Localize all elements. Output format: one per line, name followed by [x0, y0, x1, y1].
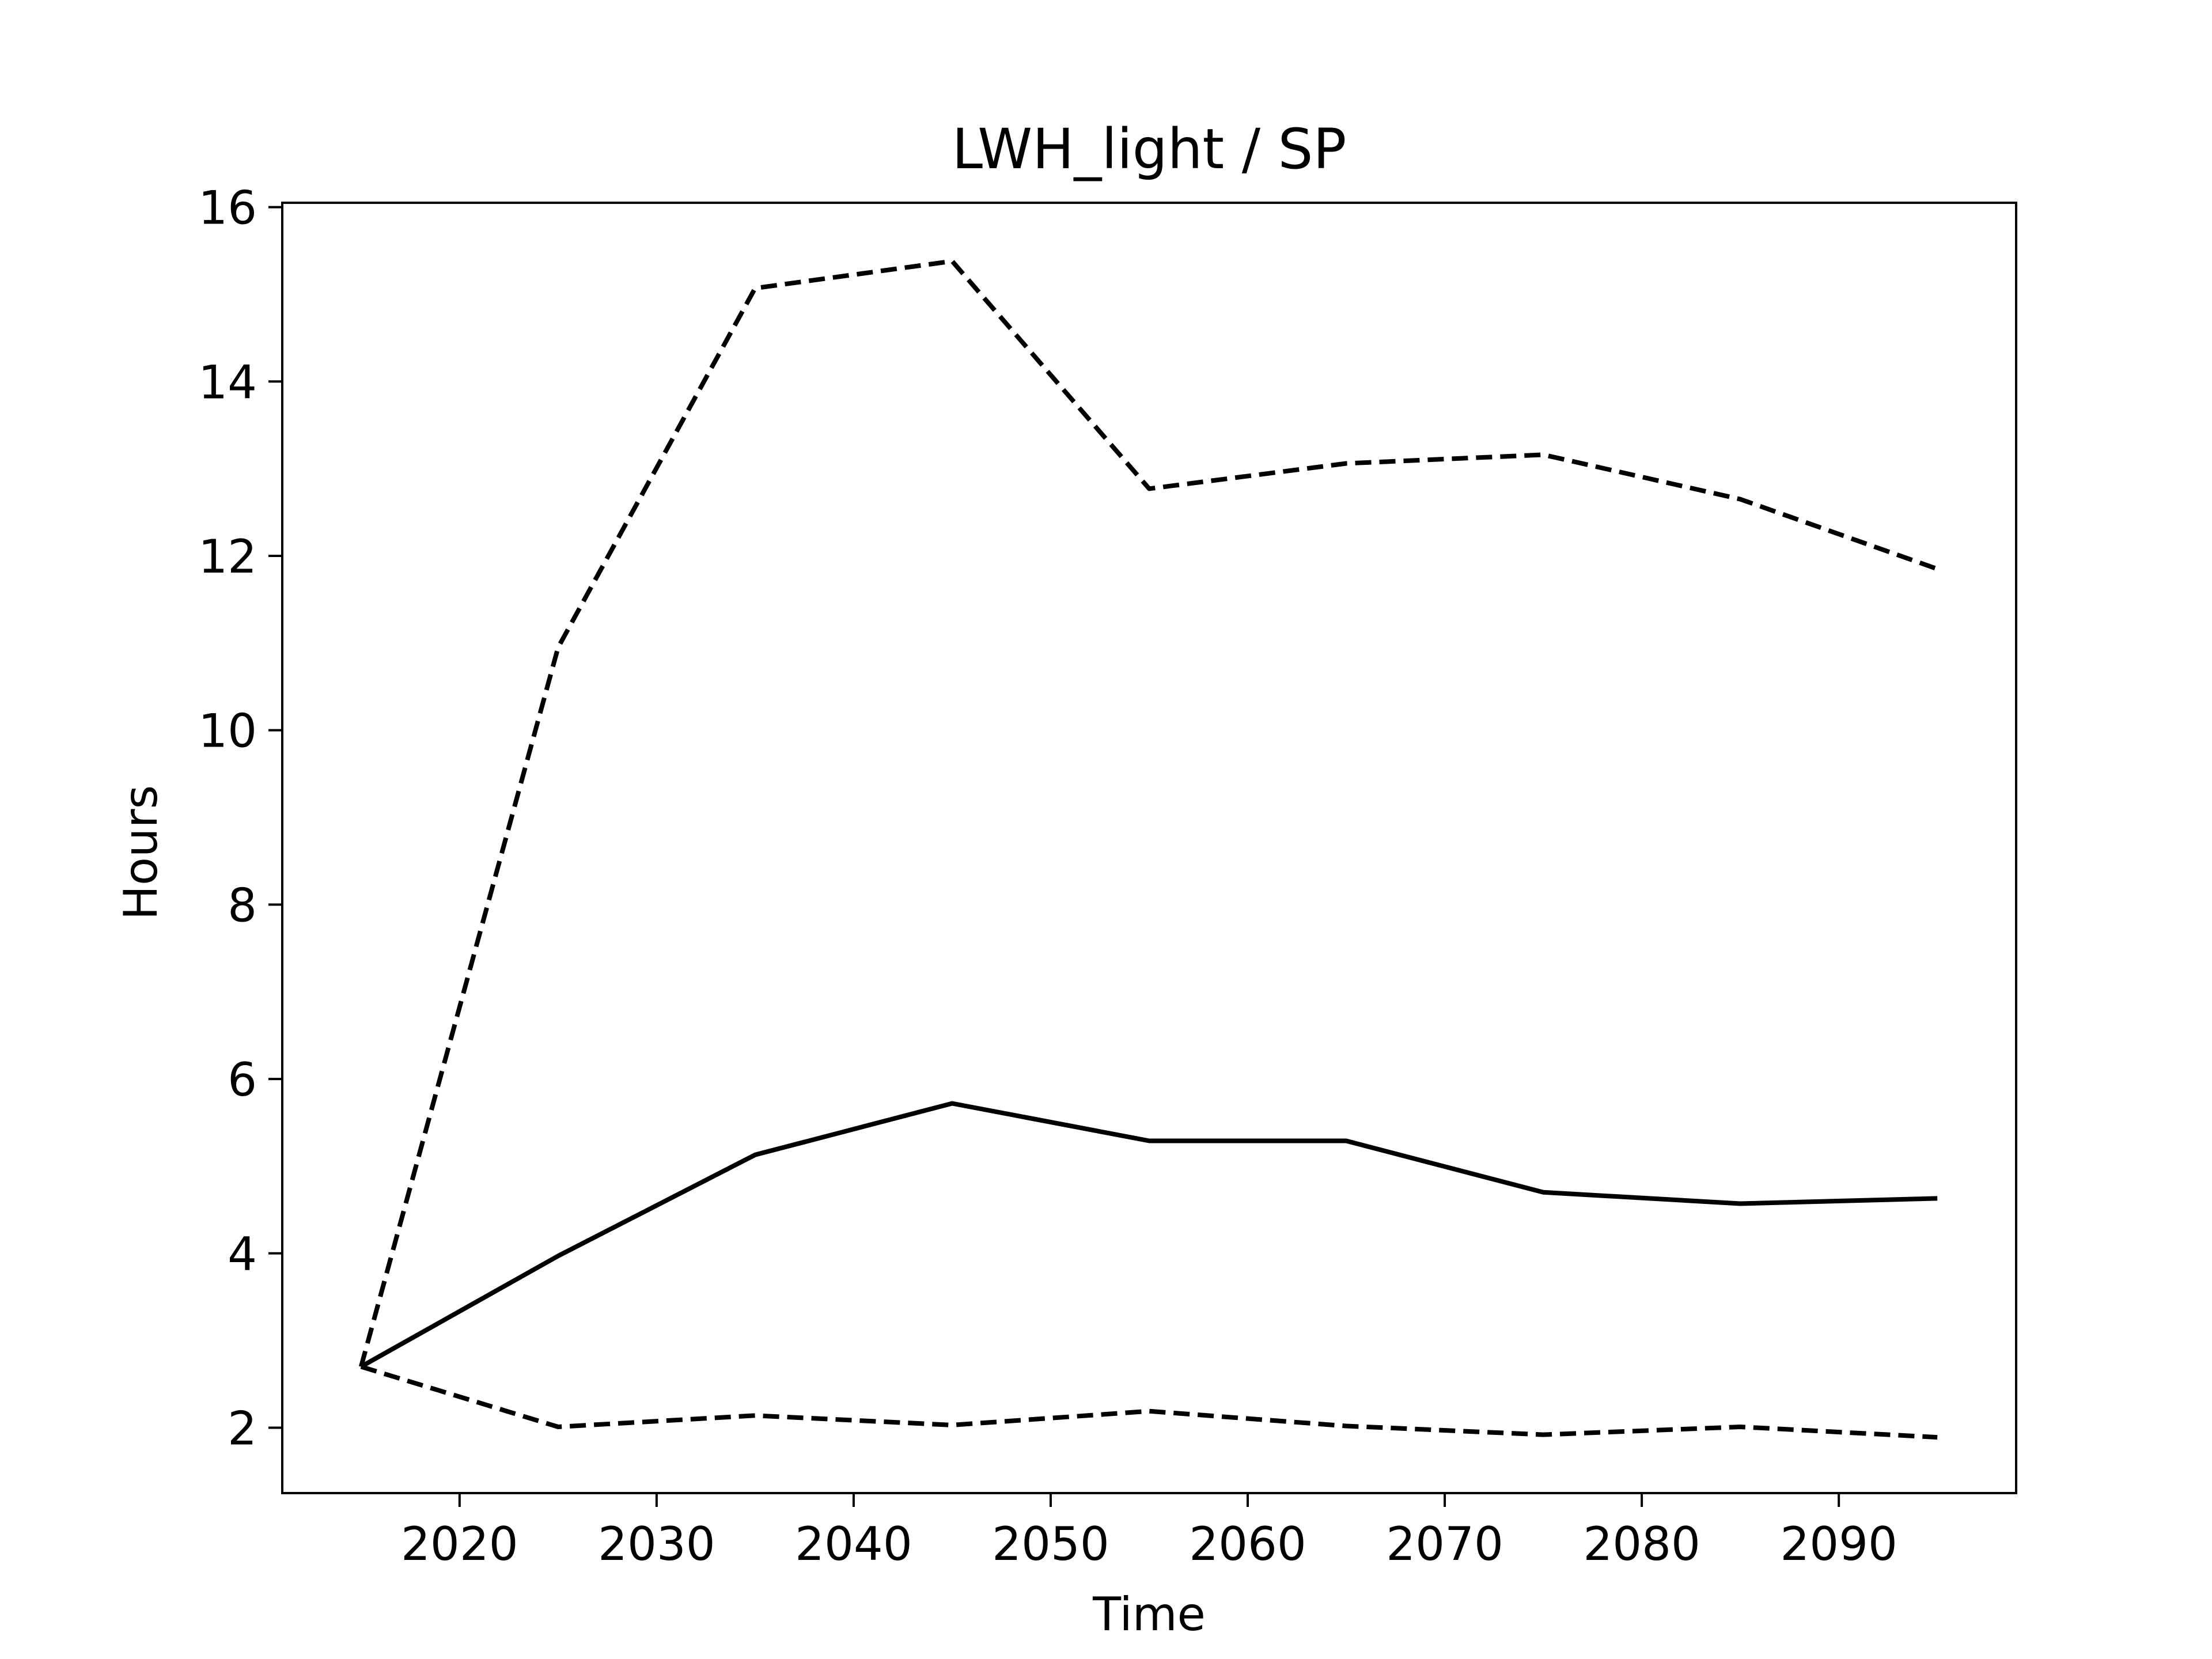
series-layer	[358, 259, 1938, 1440]
y-tick-label: 10	[198, 704, 257, 758]
x-tick-label: 2040	[795, 1517, 912, 1571]
x-tick-label: 2070	[1386, 1517, 1503, 1571]
y-axis-label: Hours	[114, 785, 168, 920]
y-tick-label: 12	[198, 530, 257, 584]
x-tick-label: 2030	[598, 1517, 715, 1571]
series-line-2	[358, 259, 1938, 1368]
x-tick-label: 2090	[1780, 1517, 1897, 1571]
series-line-3	[360, 1364, 1938, 1440]
y-tick-label: 6	[228, 1053, 257, 1107]
x-axis: 2020 2030 2040 2050 2060 2070 2080 2090	[401, 1493, 1897, 1571]
x-tick-label: 2080	[1583, 1517, 1700, 1571]
series-line-1	[359, 1101, 1938, 1369]
y-tick-label: 4	[228, 1228, 257, 1281]
y-tick-label: 2	[228, 1402, 257, 1455]
x-tick-label: 2050	[992, 1517, 1109, 1571]
y-tick-label: 8	[228, 878, 257, 932]
x-axis-label: Time	[1092, 1588, 1206, 1641]
y-axis: 2 4 6 8 10 12 14 16	[198, 181, 282, 1455]
x-tick-label: 2020	[401, 1517, 518, 1571]
y-tick-label: 14	[198, 355, 257, 409]
x-tick-label: 2060	[1189, 1517, 1306, 1571]
chart-title: LWH_light / SP	[952, 117, 1347, 181]
y-tick-label: 16	[198, 181, 257, 235]
plot-frame	[281, 202, 2017, 1494]
